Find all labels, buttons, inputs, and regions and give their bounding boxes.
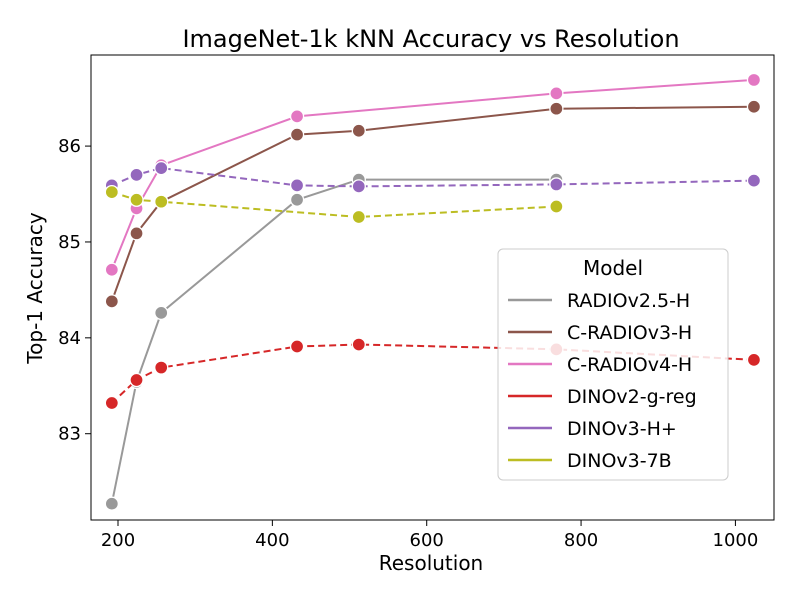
data-point-dinov2-g-reg	[129, 372, 144, 388]
y-tick-label: 86	[58, 136, 81, 157]
data-point-c-radiov3-h	[746, 99, 762, 114]
x-axis-label: Resolution	[379, 551, 484, 575]
y-axis-label: Top-1 Accuracy	[23, 212, 47, 365]
data-point-dinov2-g-reg	[351, 337, 366, 352]
x-tick-label: 800	[564, 530, 598, 551]
legend-label-dinov3-h: DINOv3-H+	[567, 418, 677, 440]
data-point-dinov2-g-reg	[746, 352, 762, 368]
y-tick-label: 85	[58, 232, 81, 253]
data-point-c-radiov3-h	[549, 101, 564, 116]
data-point-c-radiov4-h	[104, 262, 119, 277]
legend-label-dinov3-7b: DINOv3-7B	[567, 450, 672, 472]
data-point-dinov3-h	[129, 167, 144, 182]
data-point-dinov3-7b	[129, 192, 144, 207]
legend: Model RADIOv2.5-H C-RADIOv3-H C-RADIOv4-H D…	[497, 248, 729, 481]
data-point-c-radiov4-h	[289, 109, 305, 124]
chart-title: ImageNet-1k kNN Accuracy vs Resolution	[182, 25, 679, 53]
data-point-dinov2-g-reg	[104, 395, 119, 411]
legend-label-c-radiov3-h: C-RADIOv3-H	[567, 322, 692, 344]
y-tick-label: 83	[58, 424, 81, 445]
data-point-dinov3-h	[154, 160, 169, 176]
data-point-radiov2-5-h	[289, 192, 305, 207]
data-point-dinov3-7b	[154, 194, 169, 209]
legend-label-dinov2-g-reg: DINOv2-g-reg	[567, 386, 697, 408]
data-point-dinov2-g-reg	[289, 339, 305, 354]
data-point-radiov2-5-h	[104, 496, 119, 511]
legend-items: RADIOv2.5-H C-RADIOv3-H C-RADIOv4-H DINOv2-…	[508, 290, 697, 472]
series-line-radiov2-5-h	[110, 178, 557, 504]
data-point-dinov3-h	[351, 179, 366, 194]
legend-label-c-radiov4-h: C-RADIOv4-H	[567, 354, 692, 376]
data-point-c-radiov4-h	[549, 86, 564, 101]
x-tick-label: 400	[255, 530, 289, 551]
x-tick-label: 200	[101, 530, 135, 551]
series-line-dinov3-7b	[111, 191, 557, 219]
axis-ticks: 200 400 600 800 1000 83 84 85 86	[58, 136, 758, 551]
data-point-dinov3-h	[746, 173, 762, 188]
legend-box	[497, 248, 729, 481]
x-tick-label: 600	[410, 530, 444, 551]
x-tick-label: 1000	[713, 530, 759, 551]
series-group	[104, 72, 762, 511]
series-line-dinov3-h	[111, 167, 754, 188]
data-point-c-radiov3-h	[129, 226, 144, 241]
data-point-dinov2-g-reg	[154, 360, 169, 375]
data-point-c-radiov4-h	[746, 72, 762, 88]
y-tick-label: 84	[58, 328, 81, 349]
plot-area	[90, 54, 775, 521]
data-point-c-radiov3-h	[104, 294, 119, 309]
data-point-dinov3-7b	[351, 209, 366, 225]
data-point-radiov2-5-h	[154, 305, 169, 321]
series-line-c-radiov4-h	[110, 78, 754, 271]
data-point-dinov3-h	[289, 178, 305, 193]
data-point-c-radiov3-h	[351, 123, 366, 138]
data-point-dinov3-7b	[104, 184, 119, 200]
legend-title: Model	[583, 256, 643, 280]
data-point-dinov3-7b	[549, 199, 564, 214]
data-point-dinov3-h	[549, 177, 564, 192]
data-point-c-radiov3-h	[289, 127, 305, 142]
legend-label-radiov2-5-h: RADIOv2.5-H	[567, 290, 690, 312]
